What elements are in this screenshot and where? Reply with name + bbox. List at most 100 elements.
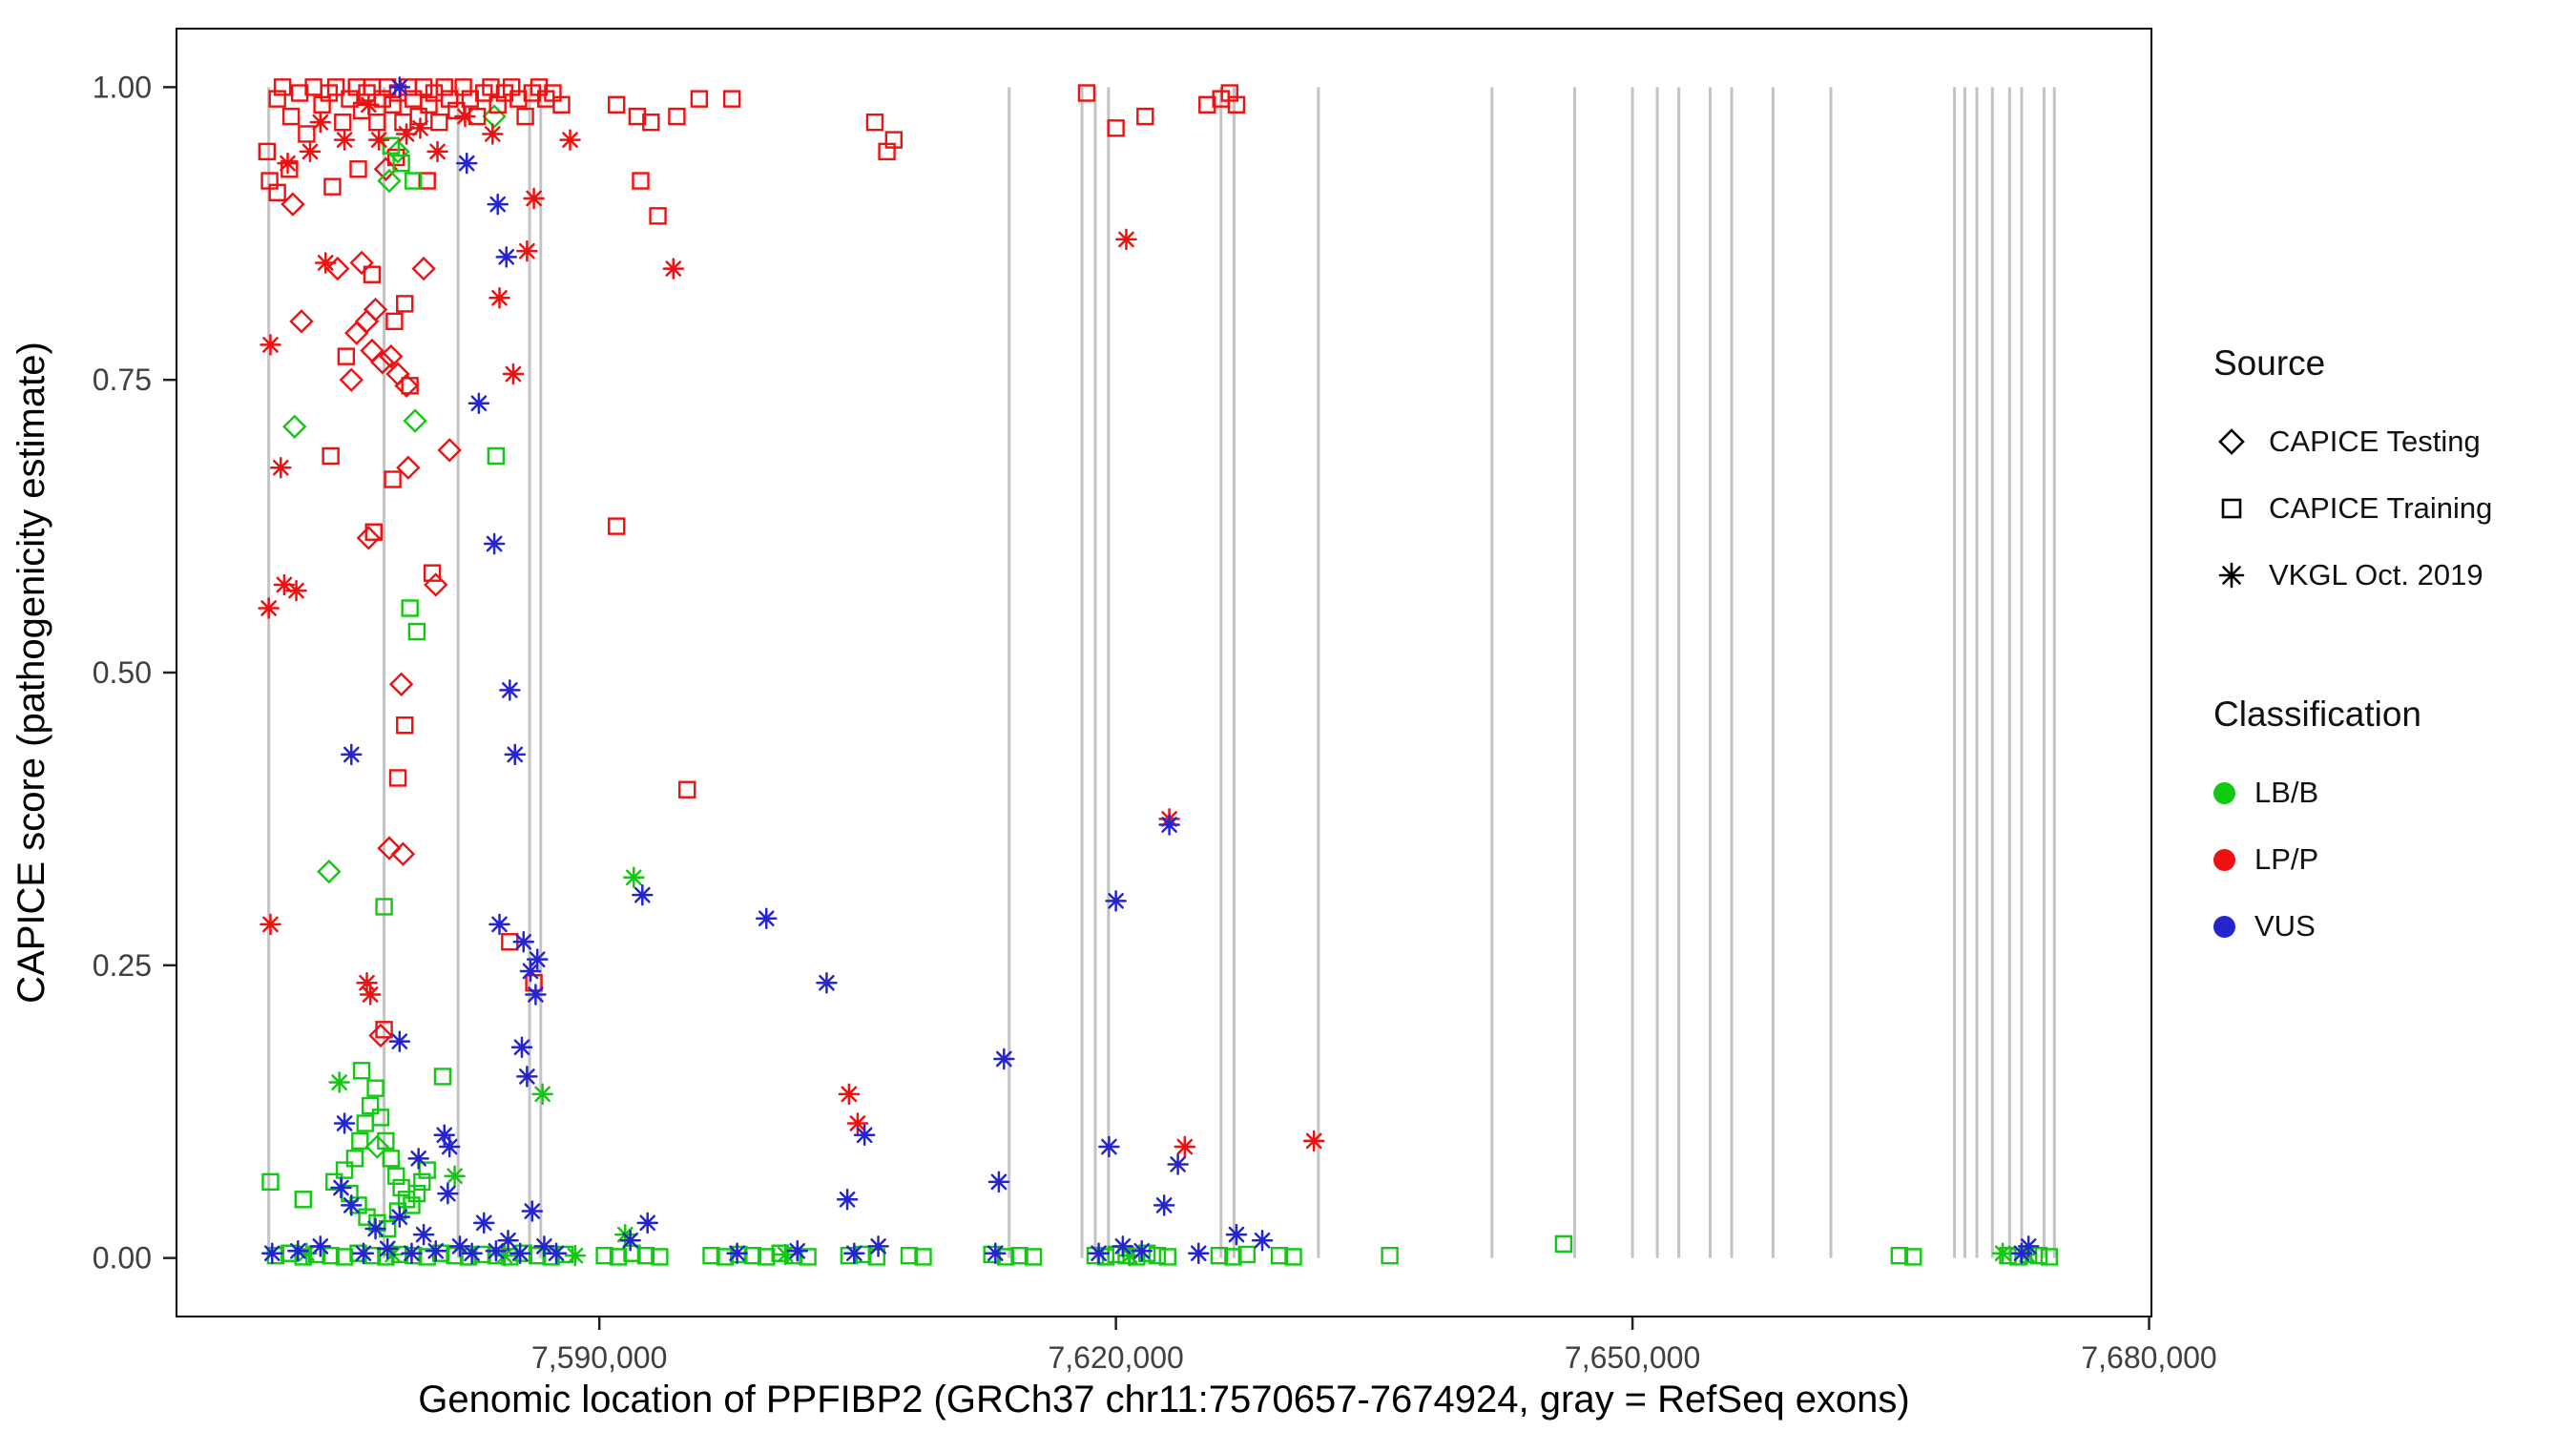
data-point <box>836 1189 859 1211</box>
data-point <box>333 129 356 151</box>
data-point <box>1131 1240 1153 1262</box>
data-point <box>512 931 535 953</box>
data-point <box>1077 84 1096 102</box>
data-point <box>411 256 436 281</box>
data-point <box>364 523 383 541</box>
square-marker-icon <box>2221 498 2242 519</box>
data-point <box>345 1150 364 1168</box>
data-point <box>487 446 506 466</box>
data-point <box>414 78 433 96</box>
data-point <box>299 140 322 163</box>
data-point <box>843 1242 865 1264</box>
data-point <box>395 123 418 145</box>
data-point <box>786 1240 808 1262</box>
data-point <box>722 90 741 108</box>
legend-item-label: CAPICE Testing <box>2269 425 2481 458</box>
data-point <box>516 1066 538 1088</box>
data-point <box>290 84 309 102</box>
data-point <box>488 913 510 936</box>
data-point <box>296 1242 318 1264</box>
data-point <box>328 1071 350 1093</box>
data-point <box>368 113 386 132</box>
data-point <box>1284 1248 1302 1266</box>
data-point <box>461 1242 483 1264</box>
data-point <box>403 1196 421 1214</box>
data-point <box>438 1135 461 1158</box>
data-point <box>377 168 402 194</box>
data-point <box>364 1134 390 1159</box>
data-point <box>2040 1248 2059 1266</box>
data-point <box>526 948 549 970</box>
data-point <box>608 517 626 535</box>
data-point <box>678 780 696 798</box>
data-point <box>1136 107 1154 126</box>
data-point <box>403 408 427 433</box>
data-point <box>1225 1223 1248 1246</box>
data-point <box>358 1208 376 1226</box>
data-point <box>531 1083 553 1106</box>
data-point <box>454 105 476 128</box>
data-point <box>298 125 316 143</box>
data-point <box>409 107 427 126</box>
data-point <box>702 1246 720 1265</box>
y-tick-label: 0.25 <box>93 948 152 983</box>
data-point <box>533 1235 555 1257</box>
data-point <box>2017 1235 2040 1257</box>
data-point <box>446 1246 464 1265</box>
y-tick-label: 1.00 <box>93 70 152 104</box>
data-point <box>488 287 510 309</box>
legend-classification-section: Classification LB/B LP/P VUS <box>2213 695 2566 960</box>
legend-item-capice-training: CAPICE Training <box>2213 475 2566 542</box>
data-point <box>743 1246 762 1265</box>
data-point <box>564 1244 587 1267</box>
data-point <box>351 1131 369 1151</box>
data-point <box>260 334 281 356</box>
data-point <box>361 1096 380 1115</box>
asterisk-marker-icon <box>2218 562 2245 589</box>
data-point <box>341 1194 363 1216</box>
data-point <box>1890 1246 1909 1265</box>
data-point <box>377 1131 395 1151</box>
data-point <box>1188 1242 1210 1264</box>
data-point <box>418 1161 436 1179</box>
data-point <box>349 250 374 276</box>
data-point <box>497 1229 519 1252</box>
data-point <box>523 187 545 210</box>
y-axis-title: CAPICE score (pathogenicity estimate) <box>10 342 52 1004</box>
data-point <box>519 960 542 983</box>
data-point <box>504 743 527 766</box>
data-point <box>623 1244 641 1262</box>
data-point <box>270 456 292 479</box>
data-point <box>314 252 337 274</box>
data-point <box>326 78 345 96</box>
data-point <box>364 1217 386 1240</box>
data-point <box>412 1223 435 1246</box>
data-point <box>865 113 884 132</box>
data-point <box>396 455 421 480</box>
data-point <box>433 1068 452 1086</box>
data-point <box>377 836 402 861</box>
data-point <box>287 1240 309 1262</box>
data-point <box>356 526 382 550</box>
data-point <box>1174 1135 1196 1158</box>
data-point <box>401 1242 423 1264</box>
data-point <box>333 1112 356 1134</box>
data-point <box>499 679 521 701</box>
data-point <box>545 1242 568 1264</box>
data-point <box>838 1083 861 1106</box>
data-point <box>285 579 307 602</box>
data-point <box>900 1246 919 1265</box>
data-point <box>608 95 626 114</box>
data-point <box>323 177 342 196</box>
data-point <box>330 1176 352 1199</box>
refseq-exon-lines <box>267 87 2056 1258</box>
legend-source-section: Source CAPICE Testing CAPICE Training VK… <box>2213 343 2566 609</box>
data-point <box>495 246 517 268</box>
data-point <box>846 1112 869 1134</box>
data-point <box>371 1109 390 1127</box>
data-point <box>502 363 525 385</box>
data-point <box>559 129 581 151</box>
data-point <box>420 95 438 114</box>
axes: 7,590,000 7,620,000 7,650,000 7,680,000 0.00… <box>93 70 2217 1375</box>
data-point <box>268 90 286 108</box>
